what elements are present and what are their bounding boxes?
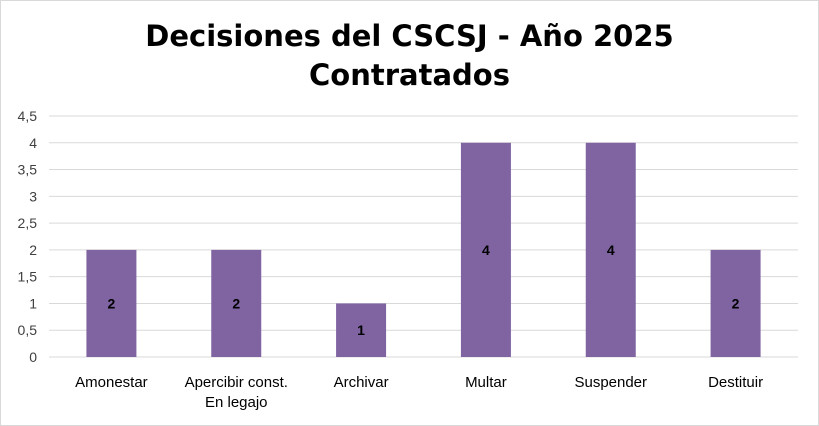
category-label: En legajo (205, 394, 268, 411)
y-tick-label: 4,5 (18, 108, 38, 124)
y-tick-label: 3,5 (18, 162, 38, 178)
category-label: Amonestar (75, 374, 148, 391)
data-label: 2 (732, 295, 740, 311)
chart-title-line-2: Contratados (309, 58, 510, 92)
y-tick-label: 4 (29, 135, 37, 151)
y-tick-label: 2,5 (18, 215, 38, 231)
y-tick-label: 1,5 (18, 269, 38, 285)
category-label: Apercibir const. (185, 374, 288, 391)
data-label: 2 (108, 295, 116, 311)
bar (211, 249, 262, 357)
y-tick-label: 3 (29, 188, 37, 204)
category-label: Multar (465, 374, 507, 391)
category-label: Destituir (708, 374, 763, 391)
y-tick-label: 1 (29, 295, 37, 311)
data-label: 1 (357, 322, 365, 338)
bar (710, 249, 761, 357)
y-tick-label: 0 (29, 349, 37, 365)
category-label: Suspender (574, 374, 647, 391)
y-tick-label: 0,5 (18, 322, 38, 338)
bar (86, 249, 137, 357)
data-label: 4 (482, 242, 490, 258)
bar (336, 303, 387, 357)
data-label: 2 (232, 295, 240, 311)
category-label: Archivar (334, 374, 389, 391)
bar (585, 142, 636, 357)
y-tick-label: 2 (29, 242, 37, 258)
chart-title-line-1: Decisiones del CSCSJ - Año 2025 (145, 19, 674, 53)
bar (460, 142, 511, 357)
data-label: 4 (607, 242, 615, 258)
